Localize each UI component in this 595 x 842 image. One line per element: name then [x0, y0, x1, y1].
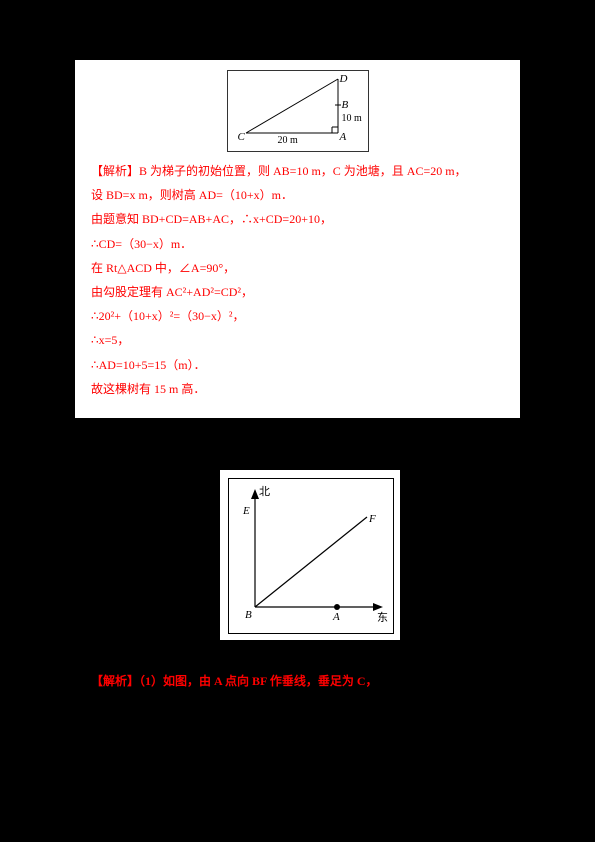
figure-2-wrapper: 北 E F B A 东: [220, 470, 400, 640]
fig1-label-B: B: [342, 99, 349, 111]
fig2-label-east: 东: [377, 609, 388, 625]
sol1-line-5: 由勾股定理有 AC²+AD²=CD²，: [91, 283, 504, 302]
sol1-line-1: 设 BD=x m，则树高 AD=（10+x）m．: [91, 186, 504, 205]
sol1-line-0: 【解析】B 为梯子的初始位置，则 AB=10 m，C 为池塘，且 AC=20 m…: [91, 162, 504, 181]
fig1-label-C: C: [238, 131, 245, 143]
solution-2-line: 【解析】（1）如图，由 A 点向 BF 作垂线，垂足为 C，: [75, 668, 520, 693]
fig2-label-F: F: [369, 513, 376, 525]
fig1-label-10m: 10 m: [342, 113, 362, 124]
figure-1-wrapper: D B 10 m A C 20 m: [91, 70, 504, 156]
figure-1-triangle: D B 10 m A C 20 m: [227, 70, 369, 152]
figure-2-compass: 北 E F B A 东: [228, 478, 394, 634]
fig2-label-E: E: [243, 505, 250, 517]
fig2-label-north: 北: [259, 483, 270, 499]
solution-block-1: D B 10 m A C 20 m 【解析】B 为梯子的初始位置，则 AB=10…: [75, 60, 520, 418]
fig1-label-D: D: [340, 73, 348, 85]
fig2-label-A: A: [333, 611, 340, 623]
sol1-line-2: 由题意知 BD+CD=AB+AC，∴x+CD=20+10，: [91, 210, 504, 229]
fig2-label-B: B: [245, 609, 252, 621]
sol1-line-4: 在 Rt△ACD 中，∠A=90°，: [91, 259, 504, 278]
sol1-line-8: ∴AD=10+5=15（m）．: [91, 356, 504, 375]
fig1-label-20m: 20 m: [278, 135, 298, 146]
sol1-line-9: 故这棵树有 15 m 高．: [91, 380, 504, 399]
sol1-line-6: ∴20²+（10+x）²=（30−x）²，: [91, 307, 504, 326]
sol1-line-7: ∴x=5，: [91, 331, 504, 350]
sol1-line-3: ∴CD=（30−x）m．: [91, 235, 504, 254]
fig1-label-A: A: [340, 131, 347, 143]
